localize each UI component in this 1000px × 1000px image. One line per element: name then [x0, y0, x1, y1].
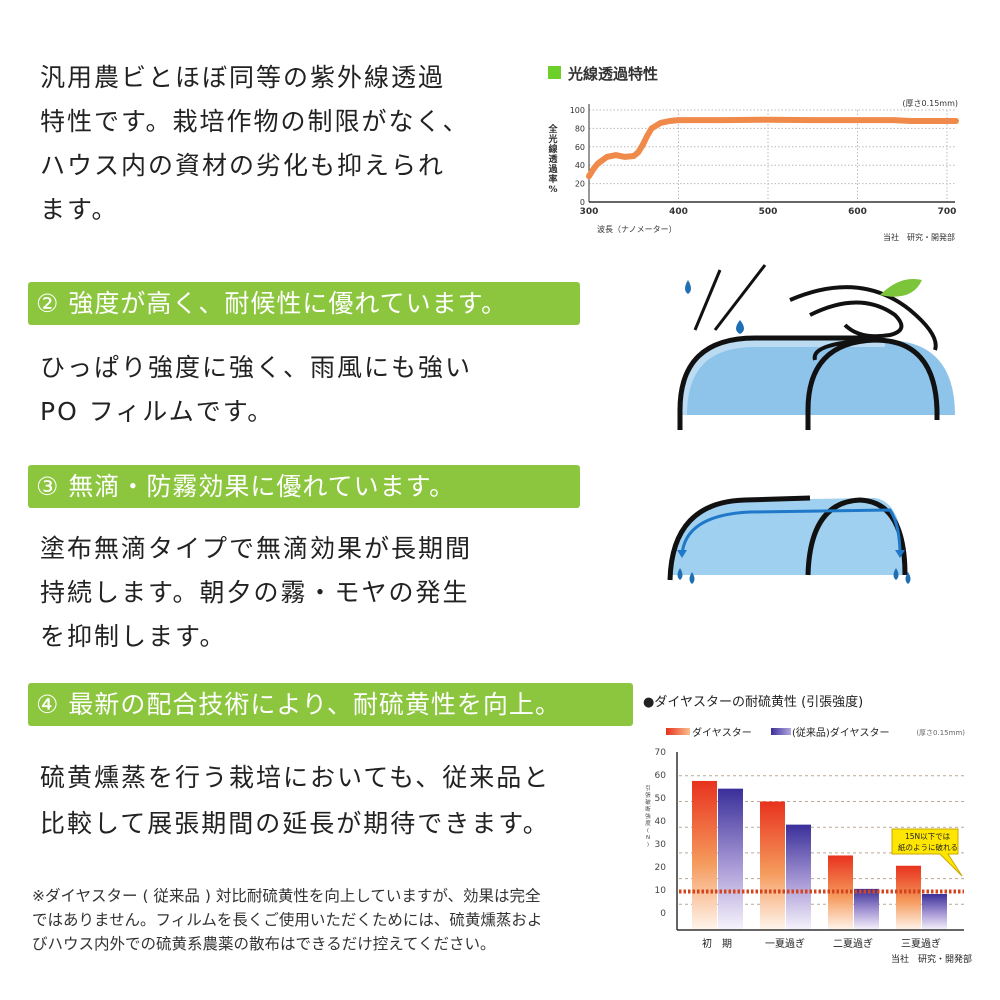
x-tick-label: 三夏過ぎ: [901, 937, 941, 950]
wind-swirl-icon: [789, 285, 938, 351]
svg-text:過: 過: [547, 163, 558, 175]
text-line: を抑制します。: [40, 622, 227, 651]
svg-text:光: 光: [547, 133, 557, 145]
raindrop-icon: [736, 320, 744, 334]
svg-text:強: 強: [645, 812, 651, 820]
text-line: 特性です。栽培作物の制限がなく、: [40, 107, 470, 136]
svg-text:%: %: [548, 185, 557, 195]
svg-text:N: N: [646, 835, 650, 841]
x-tick-label: 500: [759, 207, 778, 217]
text-line: 比較して展張期間の延長が期待できます。: [40, 809, 550, 838]
bar-conventional: [854, 888, 879, 930]
y-tick-label: 0: [580, 198, 585, 207]
svg-text:全: 全: [547, 123, 558, 135]
bar-conventional: [922, 894, 947, 930]
x-tick-label: 二夏過ぎ: [833, 937, 873, 950]
svg-text:断: 断: [645, 805, 651, 813]
text-line: PO フィルムです。: [40, 397, 275, 426]
x-tick-label: 600: [848, 207, 867, 217]
y-tick-label: 50: [655, 794, 667, 804]
callout-text: 15N以下では: [905, 832, 951, 841]
text-line: 汎用農ビとほぼ同等の紫外線透過: [40, 63, 446, 92]
legend-swatch-red: [666, 728, 690, 735]
y-tick-label: 40: [575, 161, 585, 170]
disclaimer-note: ※ダイヤスター ( 従来品 ) 対比耐硫黄性を向上していますが、効果は完全 では…: [32, 884, 542, 956]
house-illustration: [680, 340, 955, 415]
text-line: 塗布無滴タイプで無滴効果が長期間: [40, 534, 473, 563]
section3-text: 塗布無滴タイプで無滴効果が長期間 持続します。朝夕の霧・モヤの発生 を抑制します…: [40, 527, 472, 659]
chart-title: ●ダイヤスターの耐硫黄性 (引張強度): [643, 694, 863, 710]
chart-title: 光線透過特性: [567, 65, 658, 83]
legend-square-icon: [548, 66, 561, 79]
x-axis-label: 波長（ナノメーター）: [597, 224, 677, 234]
y-tick-label: 0: [660, 909, 666, 919]
y-tick-label: 80: [575, 124, 585, 133]
light-transmission-chart: 光線透過特性 (厚さ0.15mm) 0 20 40 60 80 100 300 400 500 6…: [547, 65, 959, 242]
svg-text:引: 引: [645, 784, 651, 792]
section4-text: 硫黄燻蒸を行う栽培においても、従来品と 比較して展張期間の延長が期待できます。: [40, 755, 550, 847]
text-line: ます。: [40, 195, 119, 224]
text-line: 持続します。朝夕の霧・モヤの発生: [40, 578, 470, 607]
text-line: 硫黄燻蒸を行う栽培においても、従来品と: [40, 763, 551, 792]
note-line: ※ダイヤスター ( 従来品 ) 対比耐硫黄性を向上していますが、効果は完全: [32, 887, 541, 905]
x-tick-label: 700: [938, 207, 957, 217]
note-line: びハウス内外での硫黄系農薬の散布はできるだけ控えてください。: [32, 935, 496, 953]
y-tick-label: 40: [655, 817, 667, 827]
svg-text:破: 破: [645, 798, 651, 806]
svg-text:(: (: [647, 828, 649, 834]
svg-text:): ): [647, 842, 649, 848]
raindrop-icon: [685, 280, 691, 294]
y-tick-label: 30: [655, 840, 667, 850]
section3-heading: ③ 無滴・防霧効果に優れています。: [28, 465, 580, 508]
callout-text: 紙のように破れる: [898, 842, 958, 852]
svg-text:度: 度: [645, 819, 651, 827]
bar-diastar: [692, 780, 717, 930]
leaf-icon: [880, 279, 922, 297]
y-tick-label: 60: [575, 143, 585, 152]
x-tick-label: 400: [669, 207, 688, 217]
x-tick-label: 初 期: [702, 937, 732, 950]
note-line: ではありません。フィルムを長くご使用いただくためには、硫黄燻蒸およ: [32, 911, 543, 929]
chart-source: 当社 研究・開発部: [883, 232, 955, 242]
y-tick-label: 20: [575, 180, 585, 189]
y-tick-label: 100: [570, 106, 585, 115]
chart-note: (厚さ0.15mm): [902, 99, 958, 108]
bar-diastar: [896, 865, 921, 930]
bar-diastar: [760, 801, 785, 930]
svg-text:線: 線: [548, 143, 557, 155]
wind-rain-house-illustration: [673, 264, 955, 430]
legend-label: (従来品)ダイヤスター: [792, 726, 890, 739]
anti-drip-house-illustration: [667, 495, 911, 584]
legend-swatch-blue: [771, 728, 791, 735]
transmission-series-line: [586, 116, 959, 180]
callout-bubble: 15N以下では 紙のように破れる: [891, 828, 963, 877]
svg-text:張: 張: [645, 792, 651, 799]
bar-conventional: [718, 788, 743, 930]
legend-label: ダイヤスター: [692, 726, 752, 739]
text-line: ひっぱり強度に強く、雨風にも強い: [40, 353, 473, 382]
bar-conventional: [786, 824, 811, 930]
section1-text: 汎用農ビとほぼ同等の紫外線透過 特性です。栽培作物の制限がなく、 ハウス内の資材…: [40, 56, 470, 232]
svg-text:率: 率: [548, 173, 557, 185]
bar-diastar: [828, 855, 853, 930]
x-tick-label: 300: [580, 207, 599, 217]
chart-source: 当社 研究・開発部: [891, 953, 972, 965]
y-tick-label: 60: [655, 771, 667, 781]
section4-heading: ④ 最新の配合技術により、耐硫黄性を向上。: [28, 683, 633, 726]
y-tick-label: 70: [655, 748, 667, 758]
chart-note: (厚さ0.15mm): [916, 729, 965, 737]
text-line: ハウス内の資材の劣化も抑えられ: [40, 151, 446, 180]
svg-text:透: 透: [548, 153, 558, 165]
x-tick-label: 一夏過ぎ: [765, 937, 805, 950]
y-tick-label: 10: [655, 886, 667, 896]
section2-text: ひっぱり強度に強く、雨風にも強い PO フィルムです。: [40, 346, 472, 434]
y-tick-label: 20: [655, 863, 667, 873]
section2-heading: ② 強度が高く、耐候性に優れています。: [28, 282, 580, 325]
